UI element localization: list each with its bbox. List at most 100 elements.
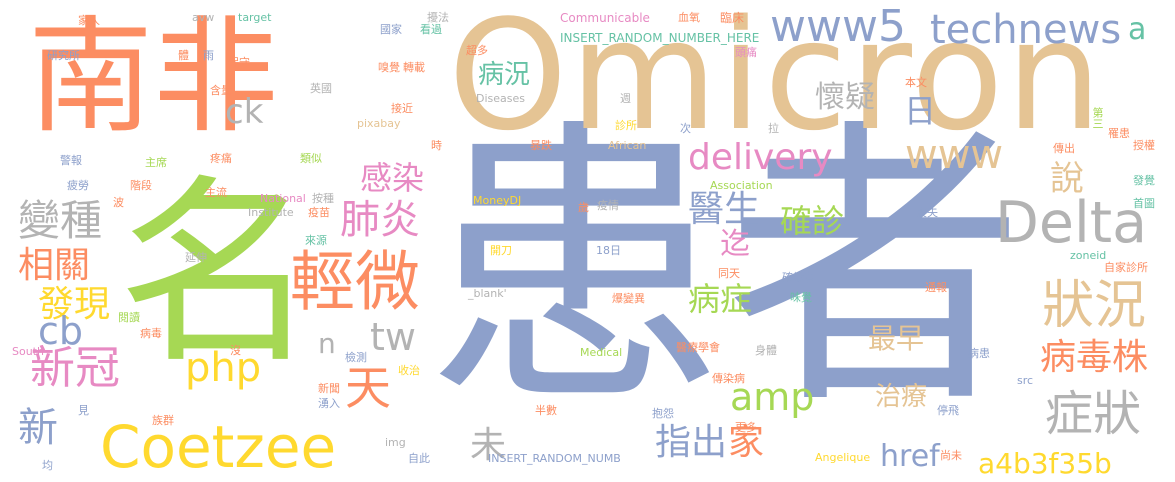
cloud-word: href [880,439,940,474]
cloud-word: 湧入 [318,397,340,410]
cloud-word: Communicable [560,11,650,25]
cloud-word: 研究所 [47,49,80,62]
cloud-word: 延伸 [185,251,207,264]
cloud-word: Angelique [815,451,871,464]
cloud-word: 身體 [755,344,777,357]
cloud-word: www [905,132,1004,178]
cloud-word: 確診 [780,202,845,240]
cloud-word: 病況 [478,60,531,90]
cloud-word: 家 [728,422,765,463]
cloud-word: INSERT_RANDOM_NUMB [488,452,621,465]
cloud-word: 半數 [535,404,557,417]
cloud-word: 南非 [28,5,278,150]
cloud-word: 醫生 [688,189,761,230]
cloud-word: 狀況 [1042,276,1147,336]
cloud-word: src [1017,374,1034,387]
cloud-word: 超多 [466,44,488,57]
cloud-word: php [185,345,262,391]
cloud-word: a [1128,12,1147,47]
cloud-word: 新 [18,405,58,451]
cloud-word: 授權 [1133,139,1155,152]
cloud-word: a4b3f35b [978,447,1112,480]
cloud-word: Institute [248,206,294,219]
cloud-word: _blank' [468,287,507,300]
cloud-word: avw [192,11,215,24]
cloud-word: Delta [995,190,1148,256]
cloud-word: 均 [42,459,53,472]
cloud-word: 患者 [425,95,1025,444]
cloud-word: 發現 [38,284,111,325]
cloud-word: Coetzee [100,413,337,481]
cloud-word: 傳染病 [712,372,745,385]
cloud-word: 傳出 [1053,142,1075,155]
cloud-word: amp [730,375,815,419]
cloud-word: 疫苗 [308,206,330,219]
cloud-word: 新聞 [318,382,340,395]
cloud-word: zoneid [1070,249,1107,262]
cloud-word: www5 [770,1,906,52]
cloud-word: 拉 [768,122,779,135]
cloud-word: 警報 [60,154,82,167]
cloud-word: 血氧 [678,11,700,24]
cloud-word: 診所 [615,119,637,132]
cloud-word: 本文 [905,76,927,89]
cloud-word: 停飛 [937,404,959,417]
cloud-word: Diseases [476,92,525,105]
cloud-word: 族群 [152,414,174,427]
cloud-word: 保守 [228,56,250,69]
cloud-word: 日 [904,92,937,130]
cloud-word: 喪失 [916,206,938,219]
cloud-word: 週 [620,92,631,105]
cloud-word: 肺炎 [340,197,420,243]
cloud-word: 變種 [18,196,103,245]
cloud-word: 按種 [312,192,334,205]
cloud-word: target [238,11,272,24]
cloud-word: 次 [680,122,691,135]
cloud-word: 醫療學會 [676,341,720,354]
cloud-word: ck [225,92,264,132]
cloud-word: 體 [178,49,189,62]
cloud-word: 轉載 [403,61,425,74]
cloud-word: 開刀 [490,244,512,257]
cloud-word: 抱怨 [652,407,674,420]
cloud-word: 擾法 [427,11,449,24]
cloud-word: 最早 [868,322,925,355]
cloud-word: 治療 [875,382,928,412]
cloud-word: pixabay [357,117,401,130]
cloud-word: 主流 [205,186,227,199]
cloud-word: 18日 [596,244,621,257]
cloud-word: technews [930,7,1122,53]
cloud-word: n [318,327,336,360]
cloud-word: 懷疑 [815,80,875,115]
cloud-word: 暴跌 [530,139,552,152]
cloud-word: 味覺 [790,291,812,304]
cloud-word: Omicron [448,0,1104,164]
cloud-word: 時 [431,139,442,152]
cloud-word: 新冠 [30,341,121,394]
cloud-word: 爆變異 [612,292,645,305]
cloud-word: img [385,436,406,449]
cloud-word: 主席 [145,156,167,169]
cloud-word: 國家 [380,23,402,36]
cloud-word: INSERT_RANDOM_NUMBER_HERE [560,31,760,45]
cloud-word: 波 [113,196,124,209]
cloud-word: 臨床 [720,11,745,25]
cloud-word: 嗅覺 [378,61,400,74]
cloud-word: 接近 [391,102,413,115]
cloud-word: 來源 [305,234,327,247]
cloud-word: 天 [345,361,391,415]
cloud-word: cb [38,309,84,353]
cloud-word: 感染 [360,159,425,197]
cloud-word: National [260,192,306,205]
cloud-word: African [608,139,647,152]
cloud-word: 自家診所 [1104,261,1148,274]
cloud-word: 指出 [655,422,728,463]
cloud-word: 尚未 [940,449,962,462]
cloud-word: 檢測 [345,351,367,364]
cloud-word: 家人 [78,14,100,27]
cloud-word: Association [710,179,773,192]
cloud-word: tw [370,315,416,359]
cloud-word: 看過 [420,23,442,36]
cloud-word: 含量 [210,84,232,97]
cloud-word: 更多 [735,421,757,434]
